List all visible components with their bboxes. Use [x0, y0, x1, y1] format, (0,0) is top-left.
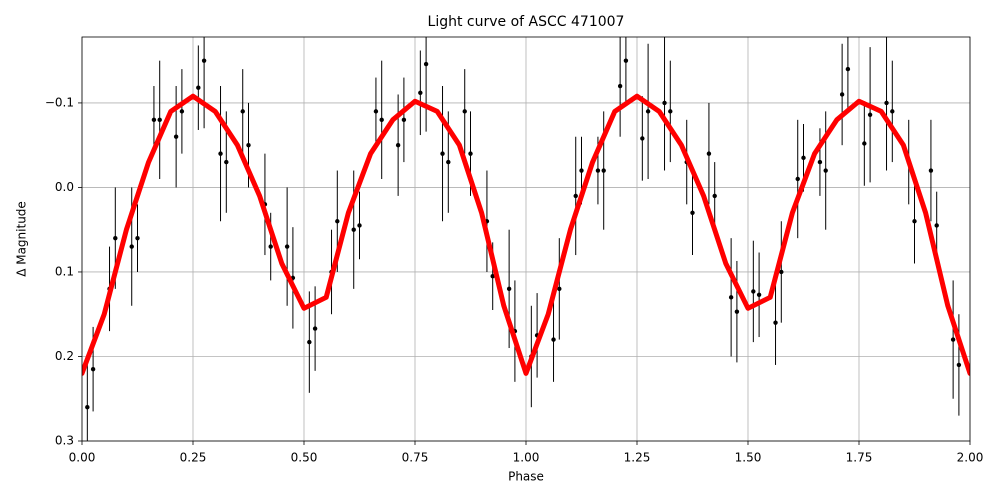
data-point — [640, 136, 645, 141]
plot-area — [82, 37, 970, 441]
data-point — [862, 141, 867, 146]
data-point — [551, 337, 556, 342]
data-point — [201, 58, 207, 63]
data-point — [129, 244, 134, 249]
data-point — [284, 244, 290, 249]
data-point — [224, 159, 229, 165]
data-point — [418, 90, 423, 95]
data-point — [912, 219, 917, 224]
data-point — [179, 109, 185, 114]
data-point — [218, 151, 223, 156]
data-point — [312, 326, 318, 331]
data-point — [801, 155, 806, 161]
data-point — [113, 235, 118, 241]
data-point — [196, 85, 201, 90]
x-tick-label: 0.25 — [180, 451, 207, 465]
data-point — [468, 151, 473, 156]
x-tick-label: 0.75 — [402, 451, 429, 465]
data-point — [950, 337, 956, 342]
data-point — [690, 210, 695, 215]
data-point — [728, 295, 734, 300]
data-point — [307, 339, 312, 345]
data-point — [839, 92, 845, 97]
data-point — [884, 100, 889, 106]
data-point — [446, 159, 451, 165]
data-point — [423, 61, 429, 67]
data-point — [751, 289, 756, 294]
data-point — [934, 223, 939, 228]
x-axis-label: Phase — [508, 470, 544, 484]
data-point — [795, 176, 800, 182]
y-tick-label: −0.1 — [45, 95, 74, 109]
data-point — [645, 109, 651, 114]
data-point — [85, 404, 90, 410]
data-point — [351, 227, 356, 232]
data-point — [823, 168, 828, 173]
data-point — [135, 235, 140, 241]
data-point — [401, 117, 407, 123]
data-point — [573, 193, 578, 199]
model-line — [82, 93, 970, 376]
data-point — [246, 142, 251, 148]
data-point — [601, 168, 606, 173]
data-point — [157, 117, 162, 123]
data-point — [579, 168, 584, 173]
data-point — [240, 109, 245, 114]
data-point — [773, 320, 778, 325]
data-point — [956, 362, 962, 368]
data-point — [662, 100, 667, 106]
data-point — [151, 117, 157, 123]
data-point — [617, 83, 623, 89]
data-point — [373, 109, 379, 114]
x-tick-label: 1.75 — [846, 451, 873, 465]
x-tick-label: 0.00 — [69, 451, 96, 465]
chart-title: Light curve of ASCC 471007 — [428, 14, 625, 30]
data-point — [90, 366, 96, 372]
data-point — [490, 273, 495, 279]
data-point — [395, 142, 401, 148]
data-point — [867, 112, 873, 117]
x-tick-label: 1.25 — [624, 451, 651, 465]
x-tick-label: 1.00 — [513, 451, 540, 465]
x-tick-label: 2.00 — [957, 451, 984, 465]
y-tick-label: 0.0 — [55, 180, 74, 194]
data-point — [779, 269, 784, 275]
x-tick-label: 0.50 — [291, 451, 318, 465]
data-point — [557, 286, 562, 292]
data-point — [706, 151, 712, 156]
data-point — [928, 168, 934, 173]
data-point — [668, 109, 673, 114]
data-point — [173, 134, 179, 139]
data-point — [462, 109, 467, 114]
ticks: 0.00 0.25 0.50 0.75 1.00 1.25 1.50 1.75 2.00 −0.1… — [45, 95, 984, 464]
y-tick-label: 0.1 — [55, 264, 74, 278]
data-point — [268, 244, 273, 249]
data-point — [817, 159, 823, 165]
data-point — [623, 58, 629, 63]
data-point — [734, 309, 740, 314]
data-point — [756, 292, 762, 297]
data-point — [335, 219, 340, 224]
x-tick-label: 1.50 — [735, 451, 762, 465]
data-point — [506, 286, 512, 292]
data-point — [845, 66, 851, 72]
y-tick-label: 0.2 — [55, 349, 74, 363]
data-point — [440, 151, 445, 156]
data-point — [890, 109, 895, 114]
data-point — [595, 168, 601, 173]
data-point — [712, 193, 717, 199]
data-point — [379, 117, 384, 123]
data-point — [357, 223, 362, 228]
y-axis-label: Δ Magnitude — [15, 201, 29, 277]
y-tick-label: 0.3 — [55, 434, 74, 448]
